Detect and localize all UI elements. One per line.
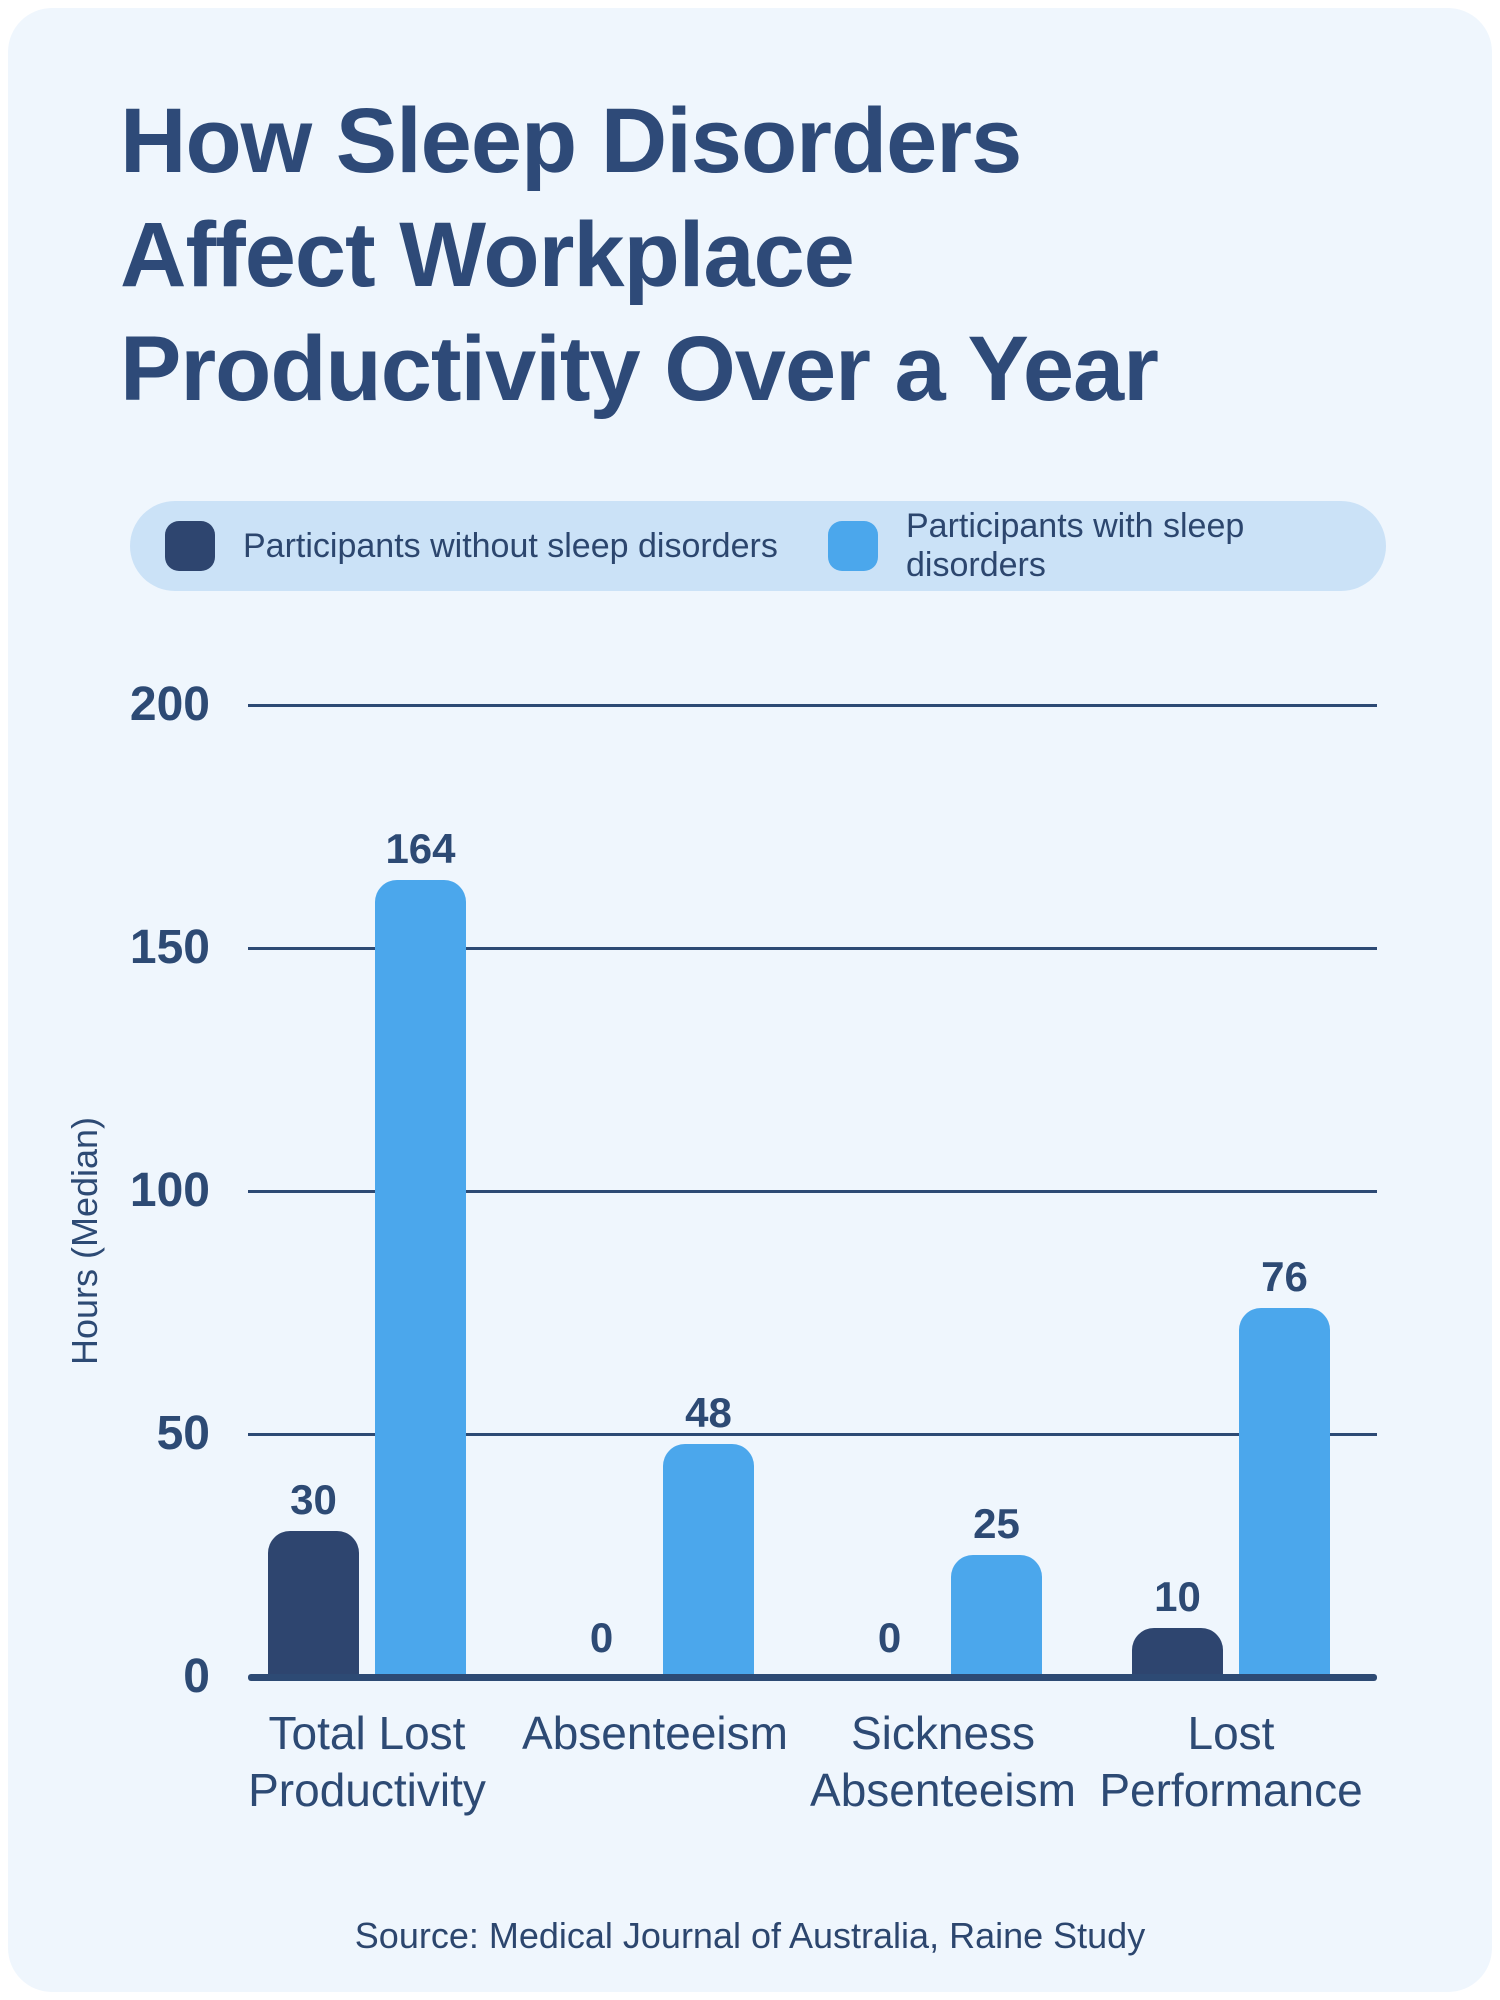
x-category-line: Lost — [1187, 1707, 1275, 1759]
x-axis-baseline — [248, 1673, 1377, 1681]
value-label-without-1: 0 — [589, 1614, 614, 1661]
bar-with-1 — [663, 1444, 754, 1677]
legend-item-without-sleep-disorders: Participants without sleep disorders — [165, 501, 778, 591]
bar-with-0 — [375, 880, 466, 1677]
x-category-line: Absenteeism — [522, 1707, 788, 1759]
x-category-label-2: Sickness Absenteeism — [733, 1705, 1153, 1819]
legend-item-with-sleep-disorders: Participants with sleep disorders — [828, 501, 1386, 591]
gridline-150 — [248, 946, 1377, 950]
legend-swatch-without-sleep-disorders — [165, 521, 215, 571]
x-category-line: Sickness — [850, 1707, 1036, 1759]
bar-with-3 — [1239, 1308, 1330, 1677]
value-label-with-0: 164 — [385, 825, 456, 872]
value-label-without-3: 10 — [1154, 1573, 1201, 1620]
value-label-with-1: 48 — [685, 1389, 732, 1436]
title-line-2: Affect Workplace — [120, 204, 855, 306]
value-label-without-2: 0 — [877, 1614, 902, 1661]
legend: Participants without sleep disorders Par… — [130, 501, 1386, 591]
y-axis-title: Hours (Median) — [64, 1116, 105, 1366]
gridline-200 — [248, 703, 1377, 707]
infographic-card: How Sleep Disorders Affect Workplace Pro… — [8, 8, 1492, 1992]
x-category-label-0: Total Lost Productivity — [157, 1705, 577, 1819]
source-note: Source: Medical Journal of Australia, Ra… — [354, 1915, 1146, 1956]
x-category-label-1: Absenteeism — [445, 1705, 865, 1762]
y-tick-200: 200 — [129, 678, 210, 731]
y-tick-0: 0 — [183, 1650, 210, 1703]
title-line-1: How Sleep Disorders — [120, 90, 1022, 192]
x-category-line: Productivity — [248, 1764, 486, 1816]
gridline-100 — [248, 1189, 1377, 1193]
gridline-50 — [248, 1432, 1377, 1436]
value-label-without-0: 30 — [290, 1476, 337, 1523]
y-tick-100: 100 — [129, 1164, 210, 1217]
page-title: How Sleep Disorders Affect Workplace Pro… — [120, 84, 1159, 426]
y-tick-150: 150 — [129, 921, 210, 974]
x-category-line: Absenteeism — [810, 1764, 1076, 1816]
value-label-with-2: 25 — [973, 1500, 1020, 1547]
x-category-line: Performance — [1099, 1764, 1363, 1816]
legend-label-without-sleep-disorders: Participants without sleep disorders — [243, 526, 778, 565]
legend-swatch-with-sleep-disorders — [828, 521, 878, 571]
legend-label-with-sleep-disorders: Participants with sleep disorders — [906, 507, 1245, 584]
y-tick-50: 50 — [156, 1407, 210, 1460]
bar-without-3 — [1132, 1628, 1223, 1677]
value-label-with-3: 76 — [1261, 1253, 1308, 1300]
bar-with-2 — [951, 1555, 1042, 1677]
x-category-line: Total Lost — [268, 1707, 466, 1759]
bar-without-0 — [268, 1531, 359, 1677]
x-category-label-3: Lost Performance — [1021, 1705, 1441, 1819]
title-line-3: Productivity Over a Year — [120, 318, 1159, 420]
